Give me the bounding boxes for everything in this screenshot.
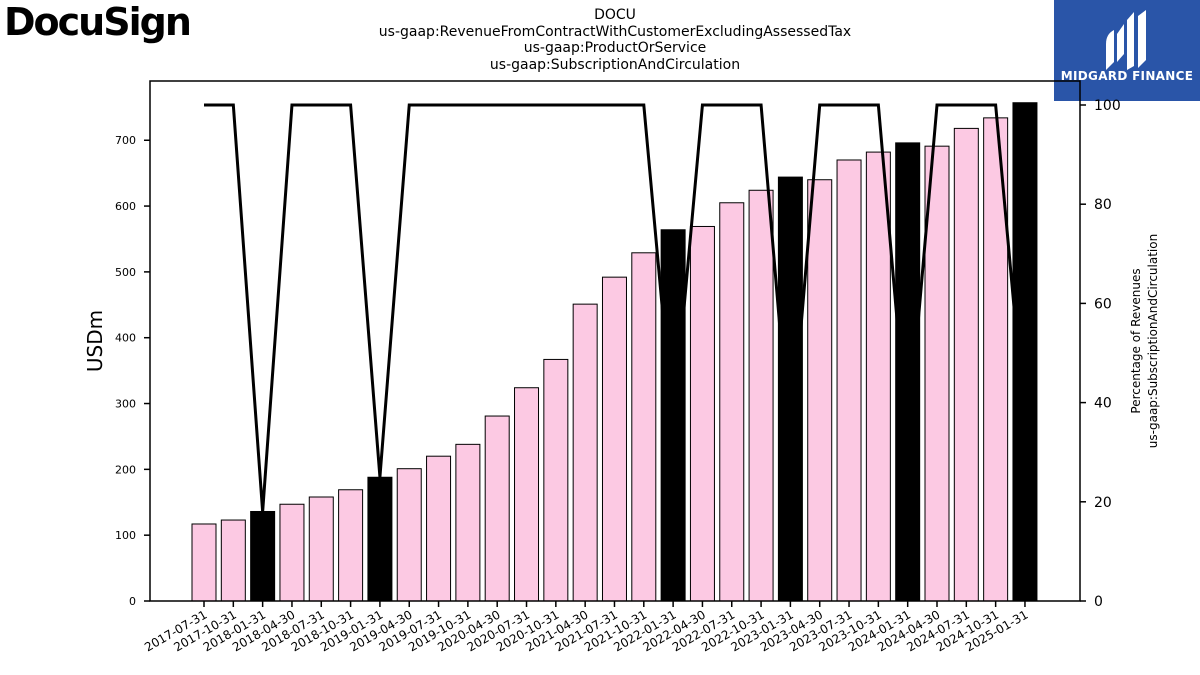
y-axis-label: USDm <box>83 310 107 372</box>
y-tick-label: 100 <box>115 529 136 542</box>
y-tick-label: 200 <box>115 463 136 476</box>
bar <box>689 225 715 602</box>
y2-tick-label: 20 <box>1094 495 1112 511</box>
bar <box>631 252 657 602</box>
y-tick-label: 300 <box>115 398 136 411</box>
bar <box>895 142 921 602</box>
bar <box>777 176 803 602</box>
bar <box>308 496 334 602</box>
title-line: us-gaap:ProductOrService <box>523 40 707 56</box>
bar <box>836 159 862 602</box>
y2-tick-label: 40 <box>1094 396 1112 412</box>
bar <box>338 489 364 602</box>
y-tick-label: 500 <box>115 266 136 279</box>
bar <box>455 443 481 602</box>
bar <box>719 202 745 602</box>
bar <box>660 229 686 602</box>
bar <box>250 510 276 602</box>
bar <box>748 189 774 602</box>
y2-tick-label: 0 <box>1094 594 1103 610</box>
bar <box>426 455 452 602</box>
y2-tick-label: 100 <box>1094 98 1121 114</box>
bar <box>1012 102 1038 602</box>
bar <box>572 303 598 602</box>
bar <box>601 276 627 602</box>
title-line: DOCU <box>594 7 636 23</box>
midgard-logo-icon <box>1106 10 1146 70</box>
percentage-line <box>204 103 1027 512</box>
title-line: us-gaap:RevenueFromContractWithCustomerE… <box>378 23 852 40</box>
midgard-finance-badge: MIDGARD FINANCE <box>1054 0 1200 101</box>
docusign-logo: DocuSign <box>4 0 192 44</box>
bar <box>367 476 393 602</box>
y2-axis-label: us-gaap:SubscriptionAndCirculation <box>1146 234 1160 448</box>
y2-tick-label: 60 <box>1094 296 1112 312</box>
y2-axis-label: Percentage of Revenues <box>1129 268 1143 413</box>
bar <box>807 179 833 602</box>
bar <box>220 519 246 602</box>
bar <box>924 145 950 602</box>
badge-label: MIDGARD FINANCE <box>1060 69 1194 83</box>
bar <box>514 387 540 602</box>
bar <box>865 151 891 602</box>
y-tick-label: 400 <box>115 332 136 345</box>
y-tick-label: 600 <box>115 200 136 213</box>
bar <box>953 127 979 602</box>
title-line: us-gaap:SubscriptionAndCirculation <box>489 56 741 73</box>
y2-tick-label: 80 <box>1094 197 1112 213</box>
bar <box>191 523 217 602</box>
bar <box>484 415 510 602</box>
bar <box>543 358 569 602</box>
y-tick-label: 0 <box>129 595 136 608</box>
y-tick-label: 700 <box>115 134 136 147</box>
bar <box>396 468 422 602</box>
bar <box>279 503 305 602</box>
chart-title: DOCU us-gaap:RevenueFromContractWithCust… <box>315 7 915 73</box>
